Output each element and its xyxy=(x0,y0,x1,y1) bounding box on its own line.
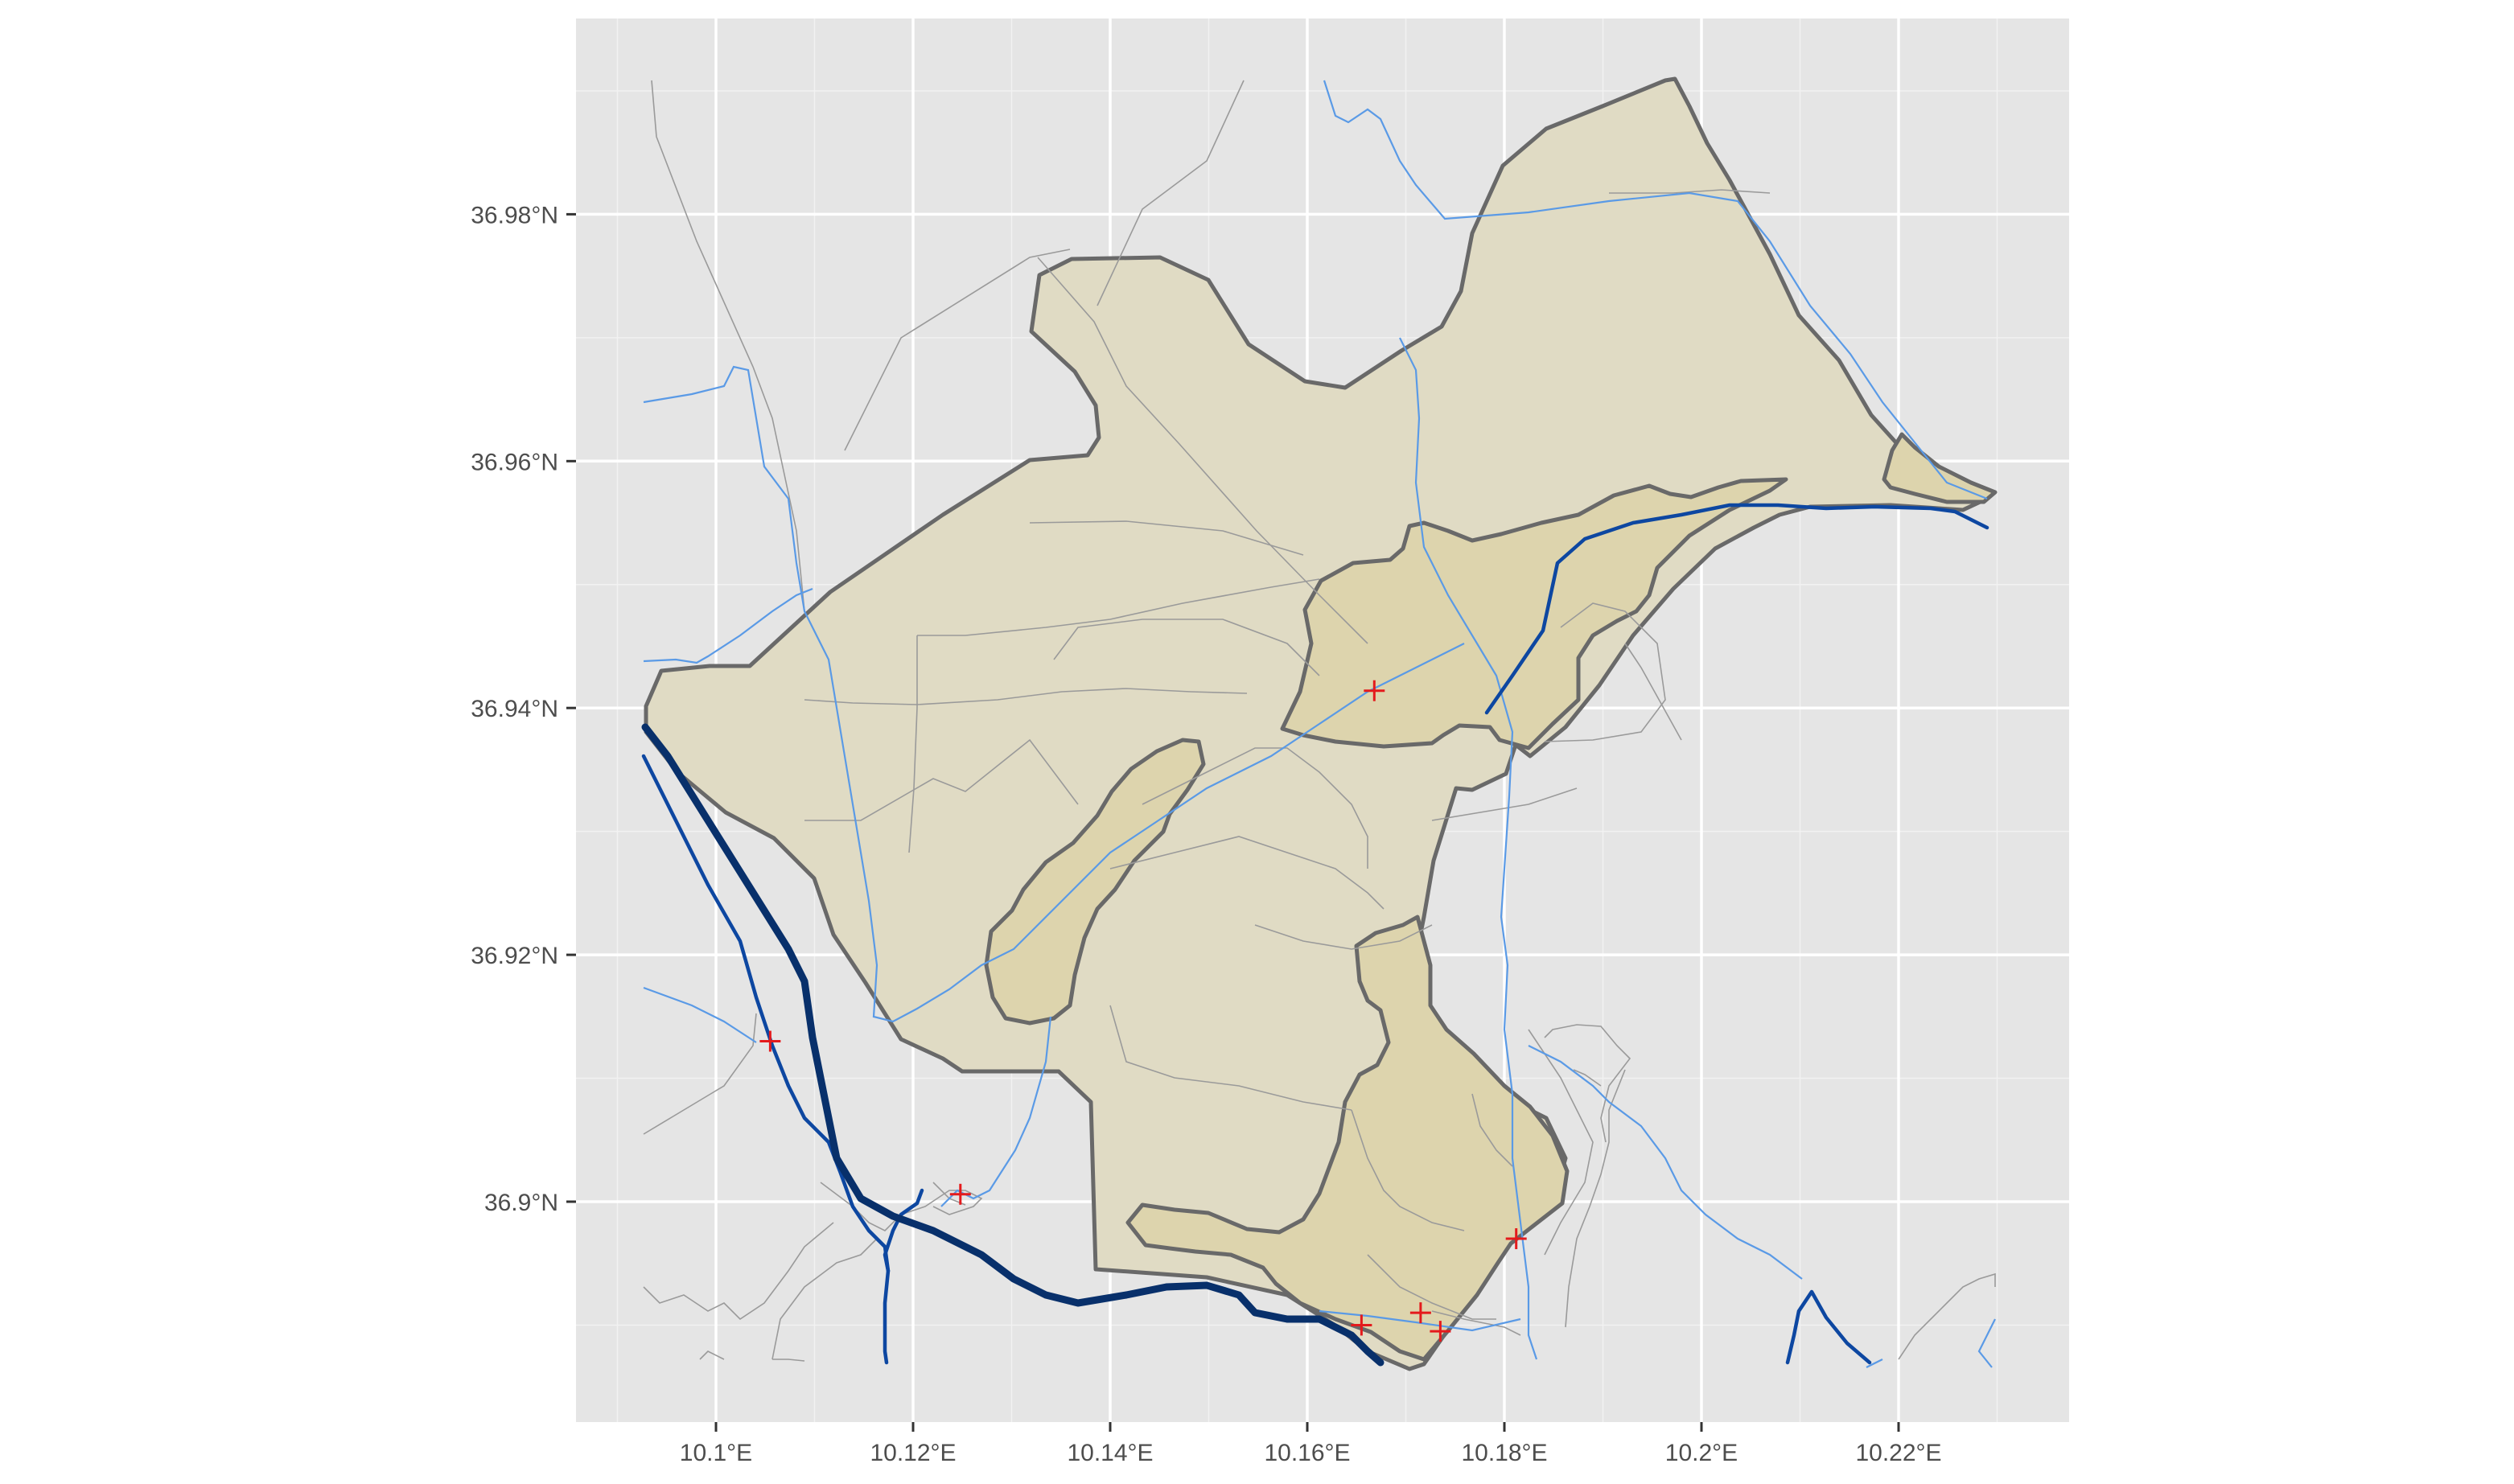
site-marker xyxy=(949,1183,971,1205)
site-marker xyxy=(1409,1302,1431,1324)
x-axis: 10.1°E 10.12°E 10.14°E 10.16°E 10.18°E 10.2°E… xyxy=(680,1422,1942,1466)
x-tick-label: 10.16°E xyxy=(1264,1440,1350,1466)
subregion-northeast xyxy=(1280,477,1788,750)
site-marker xyxy=(1364,680,1385,701)
x-tick-label: 10.14°E xyxy=(1067,1440,1153,1466)
subregion-south xyxy=(1125,915,1570,1362)
x-tick-label: 10.22°E xyxy=(1855,1440,1941,1466)
x-tick-label: 10.1°E xyxy=(680,1440,752,1466)
y-tick-label: 36.9°N xyxy=(484,1190,558,1216)
site-marker xyxy=(1505,1228,1527,1250)
minor-roads xyxy=(643,80,1996,1362)
y-axis: 36.9°N 36.92°N 36.94°N 36.96°N 36.98°N xyxy=(471,202,576,1216)
site-markers xyxy=(759,680,1527,1342)
site-marker xyxy=(759,1030,781,1052)
x-tick-label: 10.12°E xyxy=(870,1440,956,1466)
y-tick-label: 36.94°N xyxy=(471,696,558,722)
highway xyxy=(641,723,1385,1367)
map-features xyxy=(641,76,1998,1371)
rivers xyxy=(641,503,1989,1365)
x-tick-label: 10.2°E xyxy=(1665,1440,1738,1466)
streams xyxy=(643,80,1996,1368)
subregion-east-tip xyxy=(1882,432,1998,504)
subregion-central xyxy=(984,738,1206,1026)
y-tick-label: 36.98°N xyxy=(471,202,558,228)
site-marker xyxy=(1430,1321,1451,1342)
x-tick-label: 10.18°E xyxy=(1461,1440,1547,1466)
y-tick-label: 36.92°N xyxy=(471,943,558,969)
site-marker xyxy=(1351,1314,1372,1336)
y-tick-label: 36.96°N xyxy=(471,449,558,475)
